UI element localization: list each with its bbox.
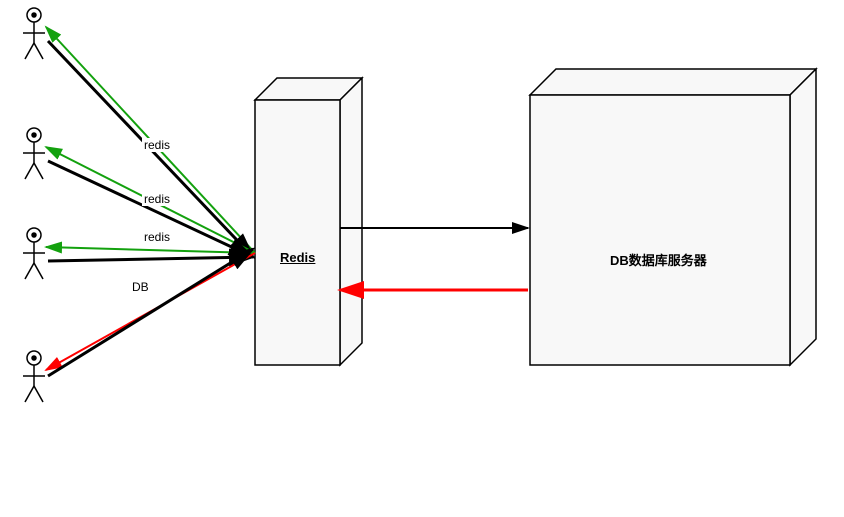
db-box-label: DB数据库服务器 xyxy=(610,250,707,269)
diagram-canvas xyxy=(0,0,844,517)
edge-label-2: redis xyxy=(142,192,172,206)
redis-box-label: Redis xyxy=(280,250,315,265)
edge-label-0: redis xyxy=(142,138,172,152)
edge-label-4: redis xyxy=(142,230,172,244)
edge-label-6: DB xyxy=(130,280,151,294)
